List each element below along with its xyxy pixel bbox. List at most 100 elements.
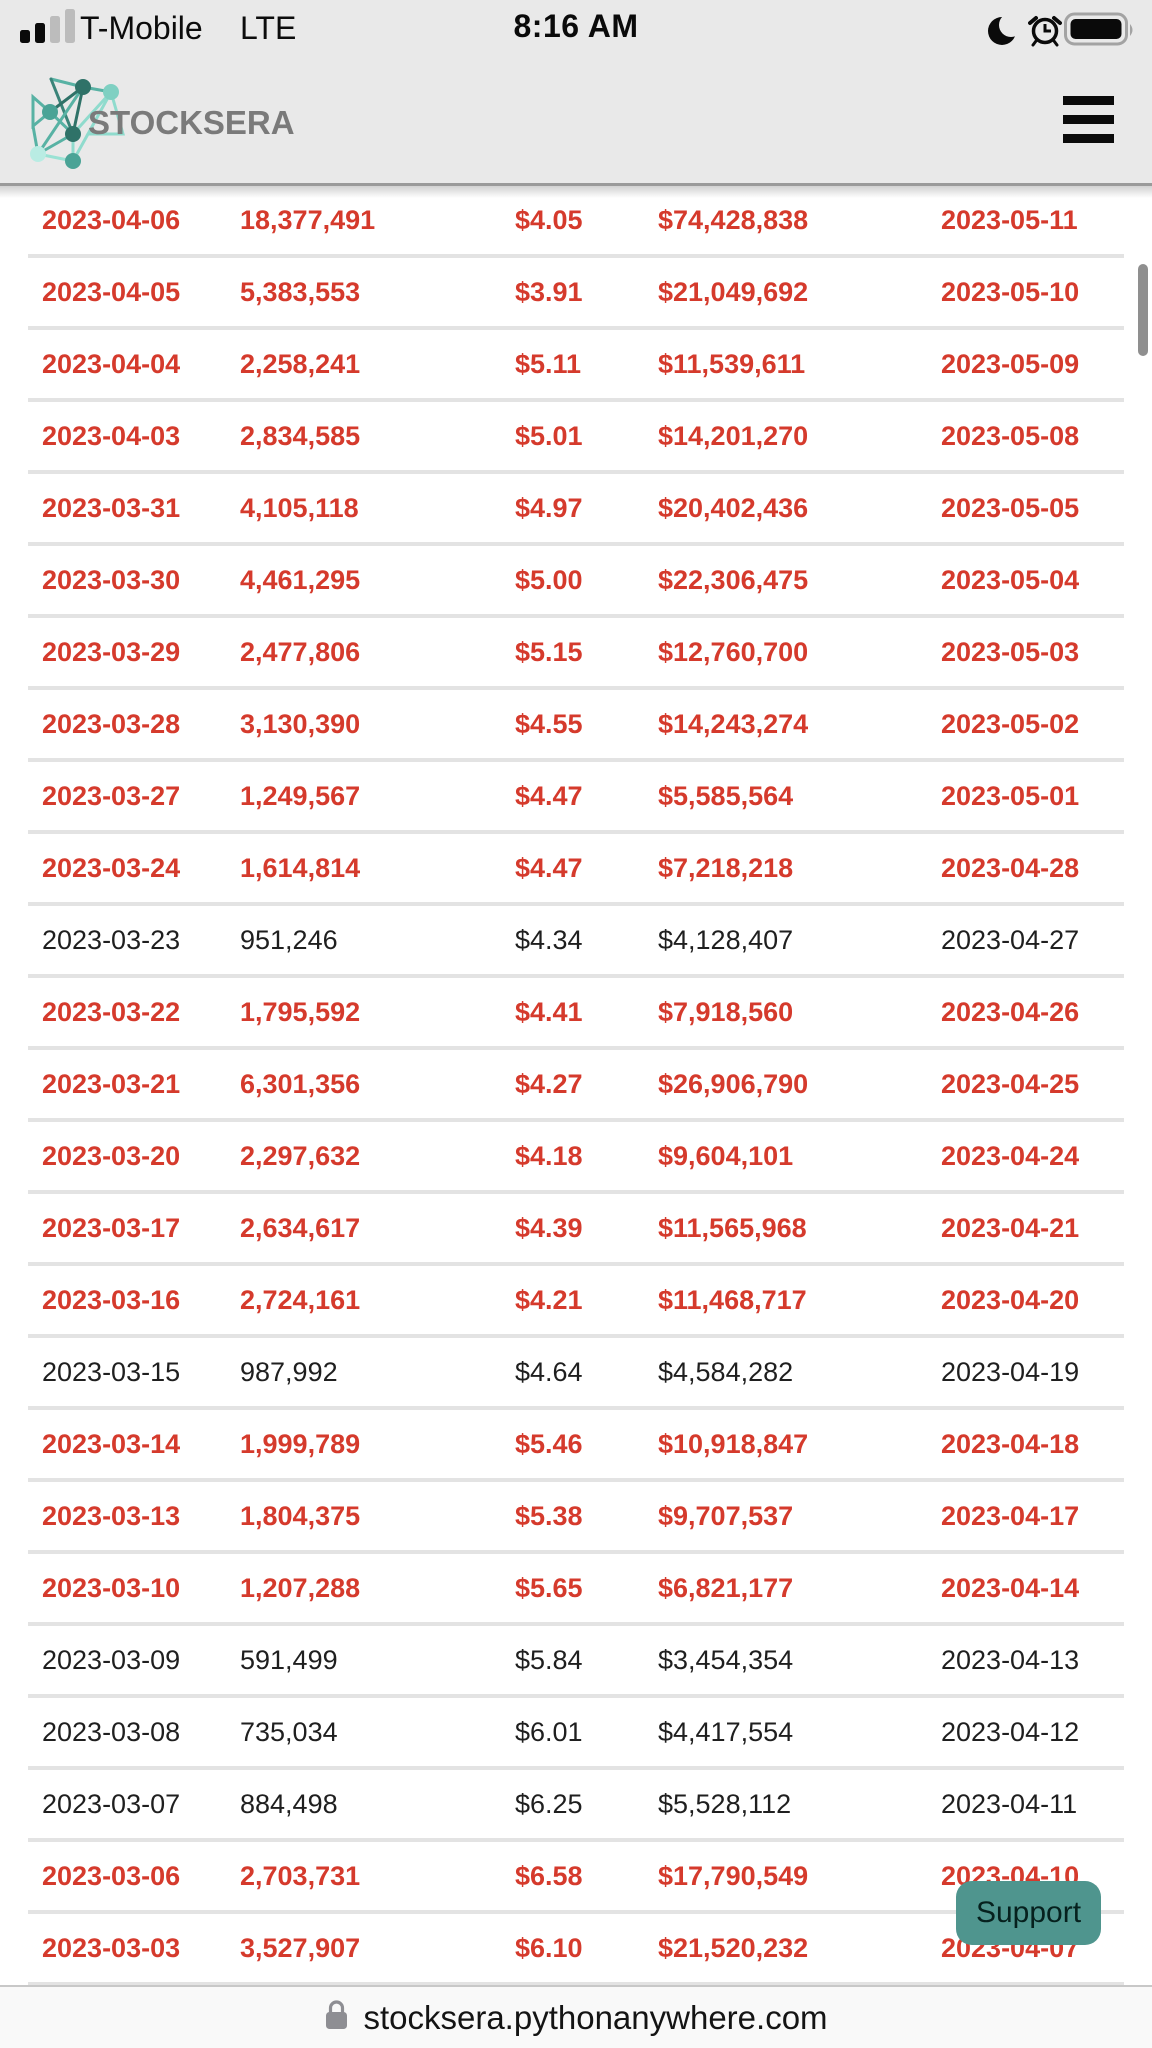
ftd-cell: 2,724,161 — [240, 1284, 361, 1315]
amount-cell: $9,604,101 — [658, 1140, 794, 1171]
table-row: 2023-03-14 1,999,789 $5.46 $10,918,847 2023-… — [28, 1410, 1124, 1482]
price-cell: $6.58 — [515, 1860, 583, 1891]
amount-cell: $10,918,847 — [658, 1428, 809, 1459]
date-cell: 2023-03-22 — [42, 996, 181, 1027]
t35-cell: 2023-04-13 — [941, 1644, 1080, 1675]
signal-icon — [20, 9, 78, 50]
price-cell: $6.25 — [515, 1788, 583, 1819]
t35-cell: 2023-04-24 — [941, 1140, 1080, 1171]
date-cell: 2023-03-13 — [42, 1500, 181, 1531]
amount-cell: $22,306,475 — [658, 564, 809, 595]
table-row: 2023-04-06 18,377,491 $4.05 $74,428,838 2023… — [28, 186, 1124, 258]
ftd-table-body: 2023-04-06 18,377,491 $4.05 $74,428,838 2023… — [0, 186, 1152, 1986]
price-cell: $4.27 — [515, 1068, 583, 1099]
date-cell: 2023-03-20 — [42, 1140, 181, 1171]
price-cell: $4.21 — [515, 1284, 583, 1315]
amount-cell: $14,201,270 — [658, 420, 809, 451]
t35-cell: 2023-04-25 — [941, 1068, 1080, 1099]
date-cell: 2023-03-09 — [42, 1644, 181, 1675]
date-cell: 2023-03-08 — [42, 1716, 181, 1747]
table-row: 2023-03-28 3,130,390 $4.55 $14,243,274 2023-… — [28, 690, 1124, 762]
amount-cell: $74,428,838 — [658, 204, 809, 235]
amount-cell: $5,528,112 — [658, 1788, 792, 1819]
amount-cell: $21,049,692 — [658, 276, 809, 307]
amount-cell: $3,454,354 — [658, 1644, 794, 1675]
table-row: 2023-03-06 2,703,731 $6.58 $17,790,549 2023-… — [28, 1842, 1124, 1914]
price-cell: $4.55 — [515, 708, 583, 739]
ftd-cell: 1,249,567 — [240, 780, 361, 811]
lock-icon — [324, 1999, 349, 2036]
price-cell: $4.39 — [515, 1212, 583, 1243]
status-time: 8:16 AM — [513, 8, 639, 44]
t35-cell: 2023-04-12 — [941, 1716, 1080, 1747]
amount-cell: $7,218,218 — [658, 852, 794, 883]
ftd-cell: 1,999,789 — [240, 1428, 361, 1459]
carrier-label: T-Mobile — [80, 10, 203, 46]
amount-cell: $17,790,549 — [658, 1860, 809, 1891]
ftd-cell: 5,383,553 — [240, 276, 361, 307]
ftd-cell: 2,477,806 — [240, 636, 361, 667]
price-cell: $5.01 — [515, 420, 583, 451]
date-cell: 2023-03-27 — [42, 780, 181, 811]
price-cell: $4.34 — [515, 924, 583, 955]
date-cell: 2023-03-14 — [42, 1428, 181, 1459]
table-row: 2023-03-21 6,301,356 $4.27 $26,906,790 2023-… — [28, 1050, 1124, 1122]
t35-cell: 2023-04-27 — [941, 924, 1080, 955]
browser-address-bar[interactable]: stocksera.pythonanywhere.com — [0, 1985, 1152, 2048]
table-row: 2023-03-10 1,207,288 $5.65 $6,821,177 2023-0… — [28, 1554, 1124, 1626]
t35-cell: 2023-04-19 — [941, 1356, 1080, 1387]
t35-cell: 2023-05-05 — [941, 492, 1080, 523]
table-row: 2023-03-16 2,724,161 $4.21 $11,468,717 2023-… — [28, 1266, 1124, 1338]
price-cell: $5.00 — [515, 564, 583, 595]
ftd-cell: 987,992 — [240, 1356, 338, 1387]
date-cell: 2023-03-29 — [42, 636, 181, 667]
date-cell: 2023-03-06 — [42, 1860, 181, 1891]
ftd-cell: 3,130,390 — [240, 708, 361, 739]
scrollbar-thumb[interactable] — [1138, 264, 1148, 356]
amount-cell: $26,906,790 — [658, 1068, 809, 1099]
alarm-clock-icon — [1028, 12, 1062, 53]
price-cell: $5.84 — [515, 1644, 583, 1675]
date-cell: 2023-04-03 — [42, 420, 181, 451]
date-cell: 2023-03-31 — [42, 492, 181, 523]
t35-cell: 2023-04-20 — [941, 1284, 1080, 1315]
table-row: 2023-03-24 1,614,814 $4.47 $7,218,218 2023-0… — [28, 834, 1124, 906]
ftd-cell: 735,034 — [240, 1716, 338, 1747]
table-row: 2023-03-20 2,297,632 $4.18 $9,604,101 2023-0… — [28, 1122, 1124, 1194]
amount-cell: $5,585,564 — [658, 780, 794, 811]
t35-cell: 2023-05-11 — [941, 204, 1078, 235]
ftd-cell: 884,498 — [240, 1788, 338, 1819]
t35-cell: 2023-04-18 — [941, 1428, 1080, 1459]
amount-cell: $4,584,282 — [658, 1356, 794, 1387]
price-cell: $4.47 — [515, 852, 583, 883]
date-cell: 2023-03-17 — [42, 1212, 181, 1243]
ftd-cell: 6,301,356 — [240, 1068, 361, 1099]
ftd-cell: 2,297,632 — [240, 1140, 361, 1171]
t35-cell: 2023-04-26 — [941, 996, 1080, 1027]
ftd-cell: 2,634,617 — [240, 1212, 361, 1243]
t35-cell: 2023-04-28 — [941, 852, 1080, 883]
t35-cell: 2023-04-14 — [941, 1572, 1080, 1603]
table-row: 2023-03-09 591,499 $5.84 $3,454,354 2023-04-… — [28, 1626, 1124, 1698]
t35-cell: 2023-05-03 — [941, 636, 1080, 667]
url-text: stocksera.pythonanywhere.com — [363, 1998, 828, 2036]
t35-cell: 2023-04-21 — [941, 1212, 1080, 1243]
hamburger-menu-icon[interactable] — [1063, 96, 1114, 143]
price-cell: $4.05 — [515, 204, 583, 235]
amount-cell: $14,243,274 — [658, 708, 809, 739]
stocksera-logo[interactable]: STOCKSERA — [20, 60, 295, 178]
date-cell: 2023-04-06 — [42, 204, 181, 235]
ftd-cell: 18,377,491 — [240, 204, 376, 235]
ftd-cell: 2,834,585 — [240, 420, 361, 451]
table-row: 2023-04-05 5,383,553 $3.91 $21,049,692 2023-… — [28, 258, 1124, 330]
moon-icon — [986, 13, 1023, 54]
t35-cell: 2023-05-01 — [941, 780, 1080, 811]
support-button[interactable]: Support — [956, 1881, 1101, 1945]
date-cell: 2023-04-04 — [42, 348, 181, 379]
price-cell: $4.97 — [515, 492, 583, 523]
t35-cell: 2023-04-17 — [941, 1500, 1080, 1531]
table-row: 2023-03-08 735,034 $6.01 $4,417,554 2023-04-… — [28, 1698, 1124, 1770]
date-cell: 2023-04-05 — [42, 276, 181, 307]
amount-cell: $12,760,700 — [658, 636, 809, 667]
ftd-cell: 591,499 — [240, 1644, 338, 1675]
